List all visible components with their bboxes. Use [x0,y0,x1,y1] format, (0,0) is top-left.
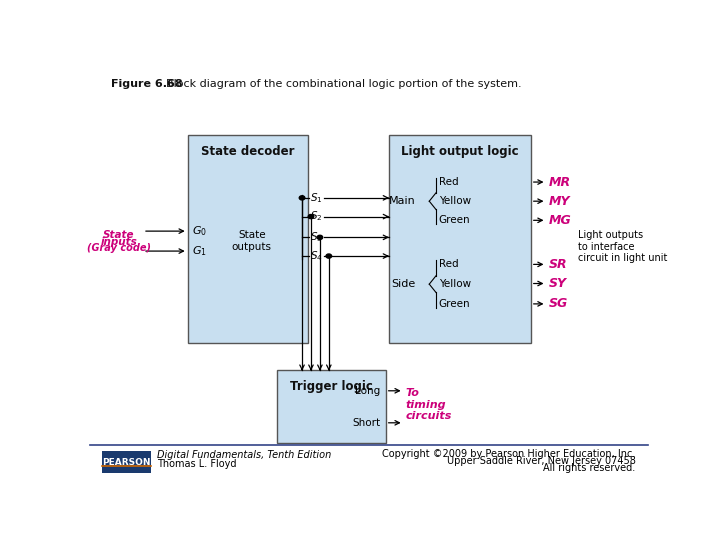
Text: $S_4$: $S_4$ [310,249,323,263]
Text: Short: Short [352,418,380,428]
Text: PEARSON: PEARSON [102,458,151,467]
Text: MG: MG [549,214,572,227]
Circle shape [326,254,332,258]
Text: State: State [103,230,135,240]
Text: State
outputs: State outputs [232,230,272,252]
Text: $S_2$: $S_2$ [310,210,323,224]
Text: Green: Green [438,215,470,225]
Text: Red: Red [438,259,459,269]
FancyBboxPatch shape [188,136,307,343]
FancyBboxPatch shape [277,370,386,443]
Text: $S_1$: $S_1$ [310,191,323,205]
Circle shape [300,196,305,200]
Text: Yellow: Yellow [438,196,471,206]
Text: To
timing
circuits: To timing circuits [406,388,452,421]
FancyBboxPatch shape [102,451,151,473]
Text: MY: MY [549,195,570,208]
Text: Light outputs
to interface
circuit in light unit: Light outputs to interface circuit in li… [578,230,667,264]
Text: Upper Saddle River, New Jersey 07458: Upper Saddle River, New Jersey 07458 [447,456,636,465]
Text: SY: SY [549,277,567,290]
Text: Side: Side [391,279,415,289]
Text: SG: SG [549,298,568,310]
Text: Yellow: Yellow [438,279,471,288]
Text: MR: MR [549,176,571,188]
Text: Figure 6.68: Figure 6.68 [111,79,183,89]
Text: State decoder: State decoder [201,145,294,158]
Text: (Gray code): (Gray code) [87,243,151,253]
Text: SR: SR [549,258,567,271]
Circle shape [317,235,323,239]
Text: Block diagram of the combinational logic portion of the system.: Block diagram of the combinational logic… [158,79,521,89]
Text: All rights reserved.: All rights reserved. [544,463,636,473]
Text: Long: Long [355,386,380,396]
FancyBboxPatch shape [389,136,531,343]
Text: Red: Red [438,177,459,187]
Text: Digital Fundamentals, Tenth Edition: Digital Fundamentals, Tenth Edition [157,450,331,460]
Text: Green: Green [438,299,470,309]
Text: Main: Main [389,196,415,206]
Circle shape [308,214,314,219]
Text: $S_3$: $S_3$ [310,231,323,244]
Text: $G_0$: $G_0$ [192,224,207,238]
Text: Thomas L. Floyd: Thomas L. Floyd [157,459,236,469]
Text: Light output logic: Light output logic [401,145,518,158]
Text: Copyright ©2009 by Pearson Higher Education, Inc.: Copyright ©2009 by Pearson Higher Educat… [382,449,636,458]
Text: $G_1$: $G_1$ [192,244,207,258]
Text: Trigger logic: Trigger logic [290,380,373,393]
Text: inputs: inputs [101,237,138,247]
